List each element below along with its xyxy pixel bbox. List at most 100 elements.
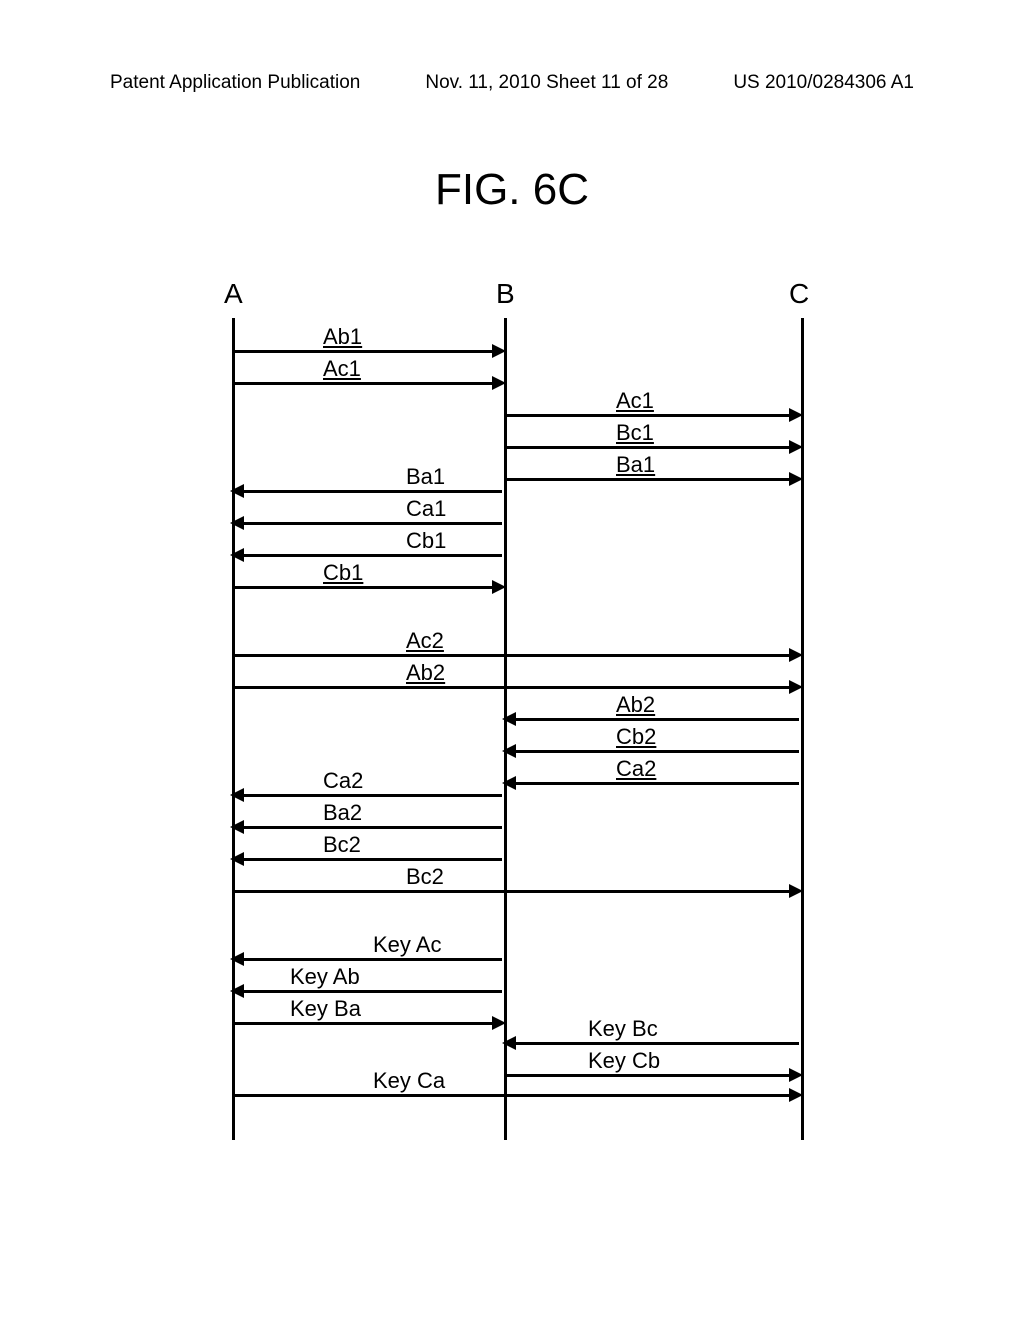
message-label: Ac1 xyxy=(323,356,361,382)
header-publication: Patent Application Publication xyxy=(110,72,360,94)
message-arrow: Ca2 xyxy=(232,794,504,796)
message-line xyxy=(234,958,502,961)
message-arrow: Ab2 xyxy=(232,686,801,688)
message-arrow: Key Cb xyxy=(504,1074,801,1076)
sequence-diagram: ABCAb1Ac1Ac1Bc1Ba1Ba1Ca1Cb1Cb1Ac2Ab2Ab2C… xyxy=(218,278,806,1148)
message-label: Key Ba xyxy=(290,996,361,1022)
arrow-left-icon xyxy=(230,984,244,998)
message-line xyxy=(234,858,502,861)
message-arrow: Bc2 xyxy=(232,858,504,860)
message-arrow: Cb1 xyxy=(232,586,504,588)
message-label: Key Ab xyxy=(290,964,360,990)
message-arrow: Key Ac xyxy=(232,958,504,960)
message-arrow: Cb1 xyxy=(232,554,504,556)
arrow-right-icon xyxy=(789,1088,803,1102)
arrow-right-icon xyxy=(789,648,803,662)
message-line xyxy=(234,522,502,525)
message-label: Ba2 xyxy=(323,800,362,826)
message-line xyxy=(234,382,502,385)
message-label: Ab2 xyxy=(406,660,445,686)
message-arrow: Cb2 xyxy=(504,750,801,752)
message-arrow: Key Bc xyxy=(504,1042,801,1044)
arrow-right-icon xyxy=(492,376,506,390)
message-label: Ba1 xyxy=(616,452,655,478)
arrow-right-icon xyxy=(492,580,506,594)
message-label: Key Ac xyxy=(373,932,441,958)
message-line xyxy=(506,782,799,785)
message-line xyxy=(234,654,799,657)
message-line xyxy=(234,990,502,993)
message-label: Cb2 xyxy=(616,724,656,750)
arrow-left-icon xyxy=(230,952,244,966)
arrow-right-icon xyxy=(789,680,803,694)
message-line xyxy=(234,490,502,493)
message-arrow: Ab1 xyxy=(232,350,504,352)
message-line xyxy=(234,686,799,689)
column-label-a: A xyxy=(224,278,243,310)
message-label: Key Ca xyxy=(373,1068,445,1094)
arrow-left-icon xyxy=(230,788,244,802)
message-line xyxy=(234,794,502,797)
message-line xyxy=(234,1094,799,1097)
arrow-left-icon xyxy=(230,820,244,834)
message-arrow: Ac1 xyxy=(504,414,801,416)
message-line xyxy=(506,414,799,417)
message-label: Key Bc xyxy=(588,1016,658,1042)
message-label: Bc2 xyxy=(323,832,361,858)
message-line xyxy=(234,350,502,353)
message-arrow: Ab2 xyxy=(504,718,801,720)
header-date-sheet: Nov. 11, 2010 Sheet 11 of 28 xyxy=(425,72,668,94)
message-label: Bc2 xyxy=(406,864,444,890)
message-label: Bc1 xyxy=(616,420,654,446)
message-line xyxy=(234,890,799,893)
message-label: Cb1 xyxy=(406,528,446,554)
arrow-right-icon xyxy=(789,472,803,486)
message-arrow: Key Ba xyxy=(232,1022,504,1024)
message-line xyxy=(506,718,799,721)
arrow-left-icon xyxy=(502,744,516,758)
message-arrow: Ac2 xyxy=(232,654,801,656)
message-label: Ca2 xyxy=(616,756,656,782)
message-label: Ab2 xyxy=(616,692,655,718)
message-label: Ca1 xyxy=(406,496,446,522)
message-line xyxy=(506,446,799,449)
message-label: Ba1 xyxy=(406,464,445,490)
arrow-left-icon xyxy=(502,1036,516,1050)
column-label-b: B xyxy=(496,278,515,310)
arrow-right-icon xyxy=(789,440,803,454)
message-arrow: Bc2 xyxy=(232,890,801,892)
message-arrow: Ba1 xyxy=(232,490,504,492)
message-arrow: Ac1 xyxy=(232,382,504,384)
header-patent-number: US 2010/0284306 A1 xyxy=(733,72,914,94)
message-line xyxy=(506,1042,799,1045)
arrow-right-icon xyxy=(789,408,803,422)
arrow-left-icon xyxy=(502,776,516,790)
page-header: Patent Application Publication Nov. 11, … xyxy=(0,72,1024,94)
message-arrow: Key Ca xyxy=(232,1094,801,1096)
message-label: Key Cb xyxy=(588,1048,660,1074)
message-arrow: Ba1 xyxy=(504,478,801,480)
message-label: Ac2 xyxy=(406,628,444,654)
arrow-left-icon xyxy=(502,712,516,726)
message-line xyxy=(234,1022,502,1025)
message-arrow: Ca1 xyxy=(232,522,504,524)
arrow-left-icon xyxy=(230,852,244,866)
arrow-right-icon xyxy=(492,1016,506,1030)
arrow-right-icon xyxy=(492,344,506,358)
message-line xyxy=(234,826,502,829)
message-line xyxy=(506,750,799,753)
message-line xyxy=(234,554,502,557)
message-arrow: Bc1 xyxy=(504,446,801,448)
arrow-left-icon xyxy=(230,516,244,530)
message-label: Ca2 xyxy=(323,768,363,794)
arrow-right-icon xyxy=(789,884,803,898)
message-label: Cb1 xyxy=(323,560,363,586)
message-label: Ac1 xyxy=(616,388,654,414)
figure-title: FIG. 6C xyxy=(435,165,589,215)
message-line xyxy=(506,478,799,481)
message-line xyxy=(234,586,502,589)
column-label-c: C xyxy=(789,278,809,310)
arrow-left-icon xyxy=(230,548,244,562)
arrow-left-icon xyxy=(230,484,244,498)
message-arrow: Key Ab xyxy=(232,990,504,992)
